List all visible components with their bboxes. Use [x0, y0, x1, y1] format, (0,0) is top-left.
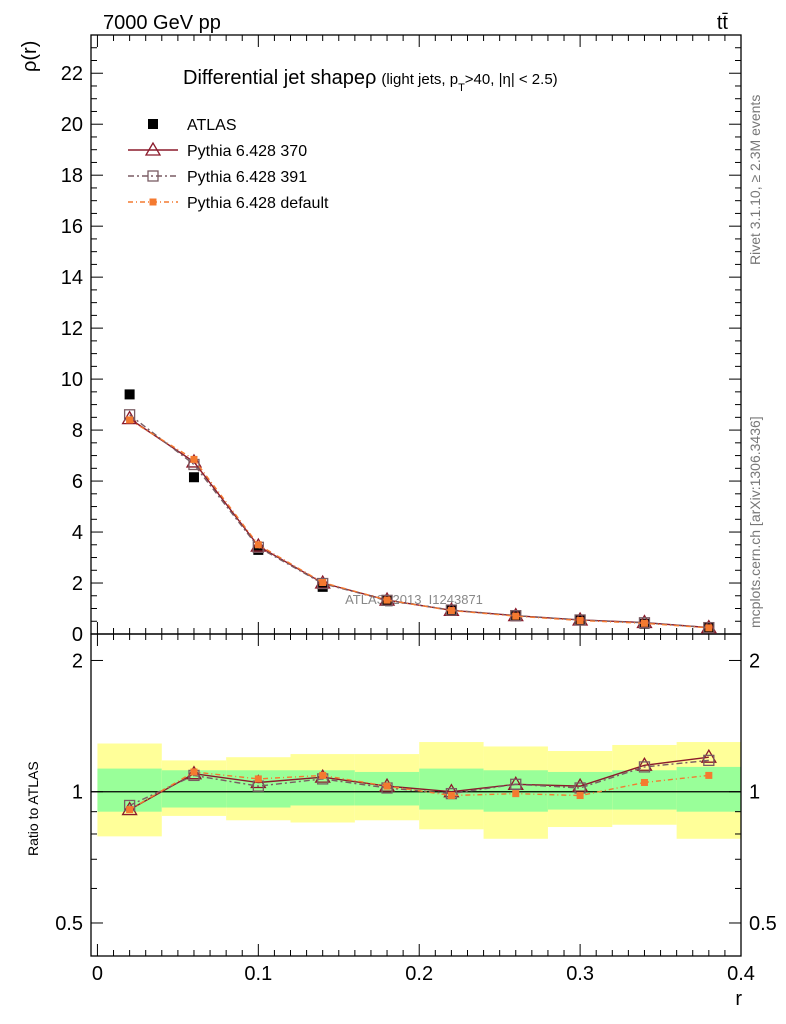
main-point-atlas-1: [188, 472, 199, 483]
x-tick-label: 0.2: [405, 963, 433, 985]
ratio-y-tick-label-right: 2: [749, 650, 760, 672]
ratio-y-tick-label: 0.5: [55, 913, 83, 935]
main-point-pythia-6-428-391-3: [317, 577, 329, 590]
main-point-pythia-6-428-391-5: [445, 604, 458, 616]
main-y-axis-title: ρ(r): [19, 41, 41, 72]
main-y-tick-label: 6: [72, 471, 83, 493]
main-point-pythia-6-428-default-1: [190, 455, 198, 463]
title-symbol: ρ: [365, 67, 376, 89]
main-y-tick-label: 22: [61, 63, 83, 85]
legend-marker-atlas: [148, 119, 158, 129]
ratio-point-pythia-6-428-391-9: [703, 754, 715, 767]
main-point-pythia-6-428-default-9: [705, 624, 713, 632]
x-axis-title: r: [735, 988, 742, 1010]
main-y-tick-label: 4: [72, 522, 83, 544]
main-y-tick-label: 0: [72, 624, 83, 646]
ratio-inner-band-8: [612, 770, 677, 810]
ratio-point-pythia-6-428-370-8: [636, 756, 653, 771]
title-text: Differential jet shape: [183, 67, 365, 89]
ratio-y-tick-label: 2: [72, 650, 83, 672]
title-extra: (light jets, p: [381, 71, 458, 88]
main-y-tick-label: 16: [61, 216, 83, 238]
x-tick-label: 0.1: [244, 963, 272, 985]
header-process: tt̄: [717, 12, 729, 34]
main-point-pythia-6-428-default-4: [383, 596, 391, 604]
title-extra-tail: >40, |η| < 2.5): [465, 71, 558, 88]
analysis-watermark: ATLAS_2013_I1243871: [345, 592, 483, 607]
legend-label-pythia-6-428-391: Pythia 6.428 391: [187, 169, 307, 186]
ratio-y-tick-label-right: 0.5: [749, 913, 777, 935]
legend-marker-pythia-6-428-370: [144, 141, 162, 156]
header-energy: 7000 GeV pp: [103, 12, 221, 34]
ratio-point-pythia-6-428-391-6: [510, 778, 522, 790]
series-layer: [121, 389, 717, 816]
main-y-tick-label: 14: [61, 267, 83, 289]
main-y-tick-label: 10: [61, 369, 83, 391]
ratio-point-pythia-6-428-370-9: [700, 748, 717, 763]
main-point-pythia-6-428-391-7: [574, 614, 586, 626]
ratio-point-pythia-6-428-default-8: [640, 778, 648, 786]
main-point-pythia-6-428-391-9: [703, 621, 715, 634]
main-point-atlas-3: [317, 581, 328, 592]
main-y-tick-label: 18: [61, 165, 83, 187]
ratio-point-pythia-6-428-391-8: [638, 761, 651, 773]
x-tick-label: 0.4: [727, 963, 755, 985]
legend-label-pythia-6-428-default: Pythia 6.428 default: [187, 195, 329, 212]
main-point-pythia-6-428-default-5: [447, 607, 455, 615]
legend-marker-pythia-6-428-default: [149, 198, 157, 206]
rivet-version-label: Rivet 3.1.10, ≥ 2.3M events: [747, 95, 763, 265]
main-point-pythia-6-428-default-7: [576, 616, 584, 624]
ratio-y-tick-label: 1: [72, 782, 83, 804]
ratio-y-tick-label-right: 1: [749, 782, 760, 804]
ratio-point-pythia-6-428-default-3: [319, 771, 327, 779]
main-y-tick-label: 12: [61, 318, 83, 340]
ratio-point-pythia-6-428-default-6: [512, 790, 520, 798]
ratio-point-pythia-6-428-default-1: [190, 768, 198, 776]
main-plot-title: Differential jet shapeρ (light jets, pT>4…: [183, 67, 558, 94]
ratio-line-pythia-6-428-default: [129, 771, 709, 811]
main-point-atlas-0: [124, 389, 135, 400]
main-point-atlas-2: [253, 544, 264, 555]
legend-marker-pythia-6-428-391: [147, 170, 159, 182]
ratio-point-pythia-6-428-default-5: [447, 792, 455, 800]
mcplots-label: mcplots.cern.ch [arXiv:1306.3436]: [747, 416, 763, 628]
ratio-point-pythia-6-428-default-2: [254, 775, 262, 783]
main-point-pythia-6-428-default-8: [640, 619, 648, 627]
legend-label-atlas: ATLAS: [187, 117, 237, 134]
ratio-plot-frame: [90, 633, 742, 957]
legend-label-pythia-6-428-370: Pythia 6.428 370: [187, 143, 307, 160]
ratio-y-axis-title: Ratio to ATLAS: [25, 761, 41, 856]
main-point-pythia-6-428-default-0: [126, 416, 134, 424]
x-tick-label: 0: [92, 963, 103, 985]
ratio-point-pythia-6-428-default-9: [705, 771, 713, 779]
ratio-inner-band-0: [97, 768, 162, 812]
ratio-point-pythia-6-428-default-4: [383, 782, 391, 790]
ratio-line-pythia-6-428-370: [129, 756, 709, 811]
ratio-point-pythia-6-428-default-0: [126, 806, 134, 814]
ratio-point-pythia-6-428-default-7: [576, 792, 584, 800]
main-line-pythia-6-428-default: [129, 419, 709, 629]
legend: ATLAS Pythia 6.428 370 Pythia 6.428 391 Pyt…: [128, 117, 329, 212]
main-point-pythia-6-428-default-2: [254, 541, 262, 549]
main-point-pythia-6-428-default-3: [319, 579, 327, 587]
main-point-pythia-6-428-default-6: [512, 612, 520, 620]
main-y-tick-label: 8: [72, 420, 83, 442]
main-y-tick-label: 20: [61, 114, 83, 136]
ratio-point-pythia-6-428-370-7: [571, 777, 589, 792]
title-extra-subscript: T: [458, 82, 465, 94]
x-tick-label: 0.3: [566, 963, 594, 985]
main-y-tick-label: 2: [72, 573, 83, 595]
